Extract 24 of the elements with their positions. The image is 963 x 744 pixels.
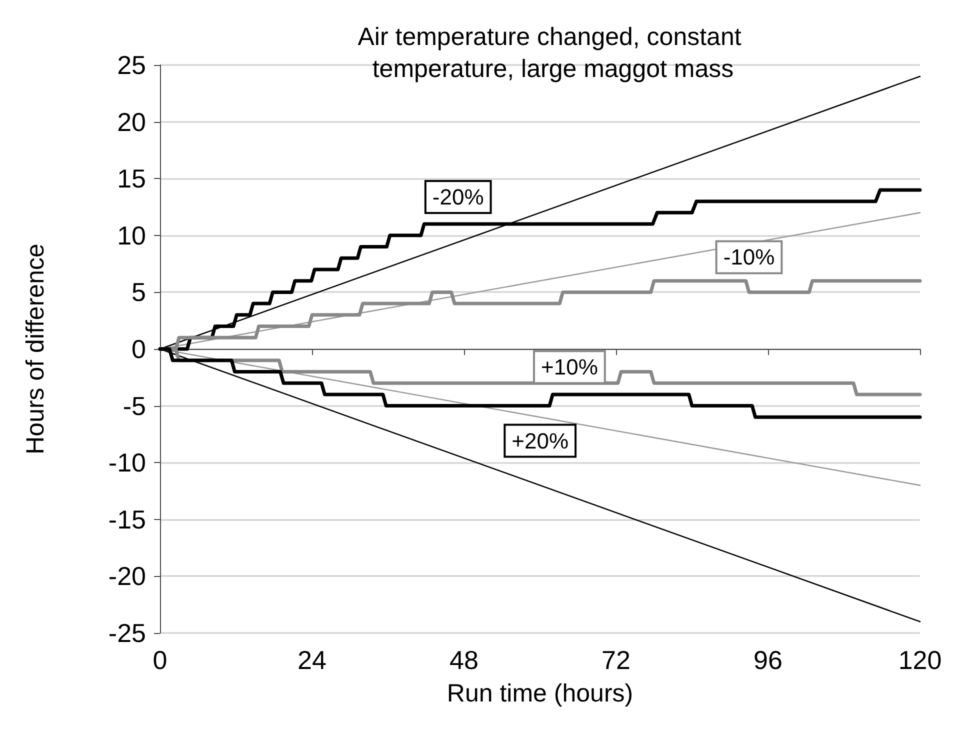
x-tick-label: 24 <box>298 645 326 675</box>
x-axis-title: Run time (hours) <box>446 680 634 708</box>
series-label: +10% <box>540 354 598 380</box>
y-tick-label: -20 <box>108 561 146 592</box>
series-label: -20% <box>432 184 484 210</box>
x-tick-label: 96 <box>754 645 782 675</box>
x-tick-label: 72 <box>602 645 630 675</box>
y-tick-label: 0 <box>132 334 146 364</box>
y-tick-label: -15 <box>108 504 146 534</box>
y-tick-label: 15 <box>117 164 146 194</box>
y-tick-label: 25 <box>117 50 146 80</box>
chart-title: Air temperature changed, constant temperature, large maggot mass <box>358 23 748 83</box>
y-tick-label: 5 <box>132 277 146 308</box>
x-tick-label: 0 <box>152 645 168 675</box>
y-tick-label: 20 <box>117 106 146 137</box>
x-tick-label: 48 <box>450 645 478 675</box>
y-tick-label: -5 <box>122 390 146 421</box>
series-label: -10% <box>723 244 775 270</box>
series-label: +20% <box>512 428 569 454</box>
y-axis-title: Hours of difference <box>22 244 50 454</box>
y-tick-label: -25 <box>108 618 146 648</box>
x-tick-label: 120 <box>898 645 942 675</box>
y-tick-label: -10 <box>108 448 146 478</box>
y-tick-label: 10 <box>117 220 146 250</box>
